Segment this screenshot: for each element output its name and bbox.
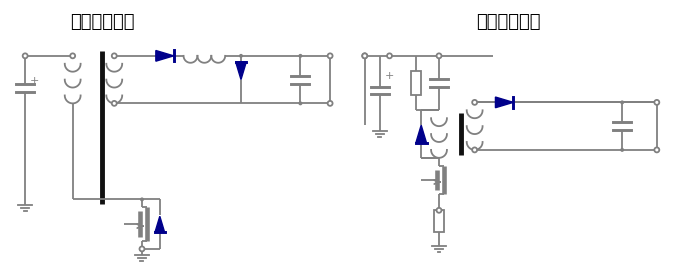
Circle shape <box>328 101 333 106</box>
Circle shape <box>112 53 117 58</box>
Text: +: + <box>385 71 394 81</box>
Circle shape <box>239 54 243 58</box>
Circle shape <box>387 53 392 58</box>
Bar <box>411 71 421 95</box>
Circle shape <box>22 53 28 58</box>
Text: +: + <box>30 76 39 86</box>
Circle shape <box>472 100 477 105</box>
Polygon shape <box>416 125 426 143</box>
Circle shape <box>112 101 117 106</box>
Polygon shape <box>156 50 173 61</box>
Circle shape <box>362 53 367 58</box>
Circle shape <box>362 53 367 58</box>
Circle shape <box>654 148 660 152</box>
Circle shape <box>437 208 441 213</box>
Circle shape <box>328 53 333 58</box>
Circle shape <box>299 54 303 58</box>
Circle shape <box>654 100 660 105</box>
Circle shape <box>140 197 144 201</box>
Polygon shape <box>236 62 246 80</box>
Text: 正激电源电路: 正激电源电路 <box>70 13 135 31</box>
Circle shape <box>70 53 75 58</box>
Circle shape <box>299 101 303 105</box>
Polygon shape <box>155 216 165 232</box>
Circle shape <box>620 148 624 152</box>
Bar <box>434 210 444 232</box>
Circle shape <box>139 246 144 251</box>
Text: 反激电源电路: 反激电源电路 <box>476 13 541 31</box>
Polygon shape <box>496 97 513 108</box>
Circle shape <box>472 148 477 152</box>
Circle shape <box>620 101 624 104</box>
Circle shape <box>437 53 441 58</box>
